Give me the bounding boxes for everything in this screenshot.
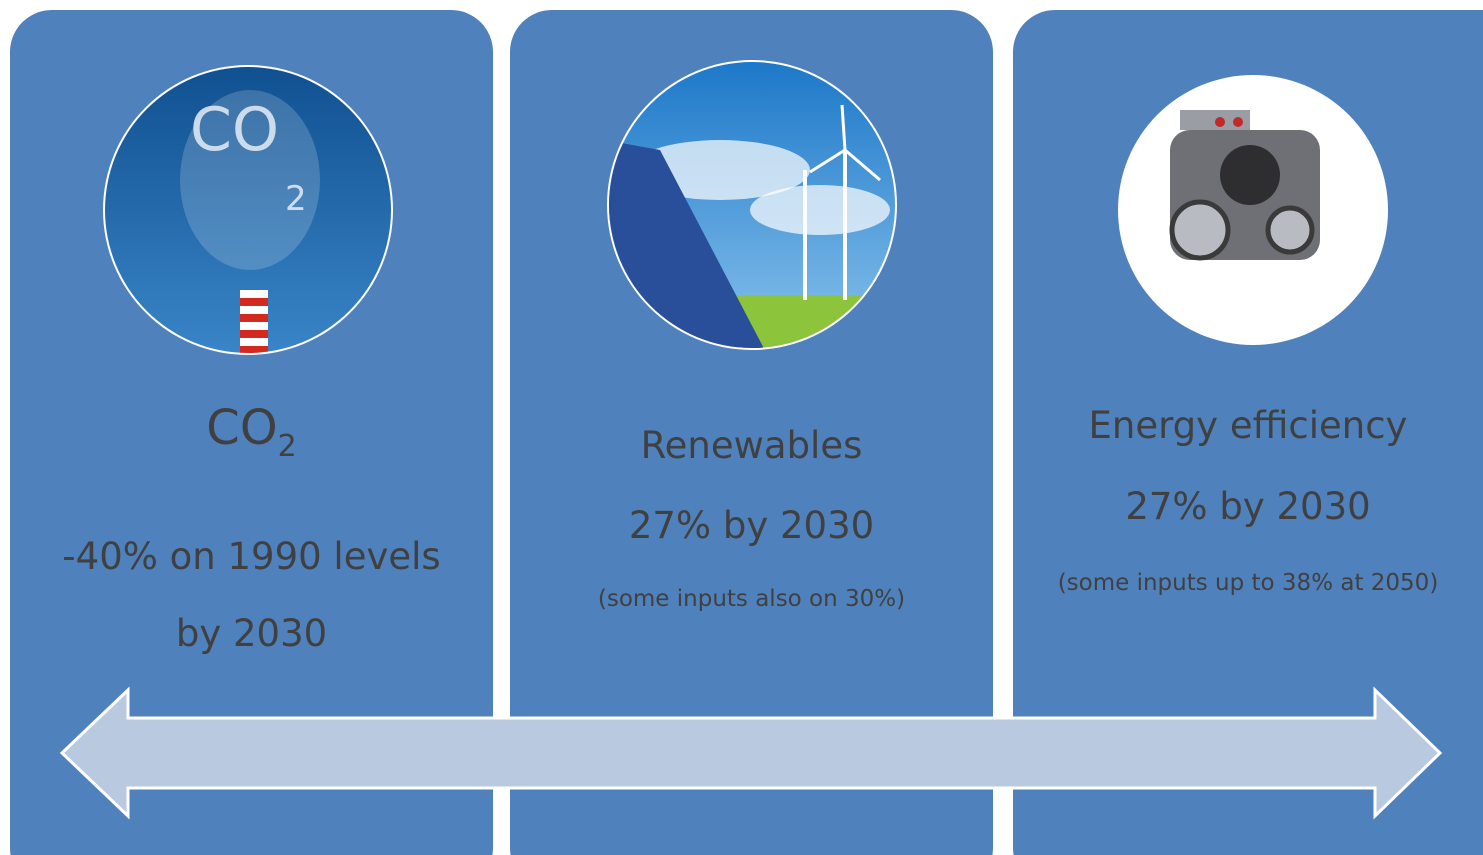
co2-image: CO 2: [103, 65, 393, 355]
svg-text:CO: CO: [190, 95, 279, 165]
panel-title: Energy efficiency: [1088, 404, 1408, 447]
panel-line: 27% by 2030: [1125, 485, 1371, 528]
panel-title: Renewables: [640, 424, 863, 467]
panel-note: (some inputs also on 30%): [597, 586, 906, 612]
panel-note: (some inputs up to 38% at 2050): [1057, 570, 1439, 596]
title: CO: [206, 400, 278, 456]
panel-line: -40% on 1990 levels: [62, 535, 441, 578]
panel-title: CO2: [10, 400, 493, 465]
panel-line: by 2030: [175, 612, 328, 655]
double-arrow: [59, 686, 1443, 820]
panel-line: 27% by 2030: [628, 504, 875, 547]
subscript: 2: [277, 429, 297, 464]
svg-text:2: 2: [285, 179, 307, 219]
engine-image: [1118, 75, 1388, 345]
